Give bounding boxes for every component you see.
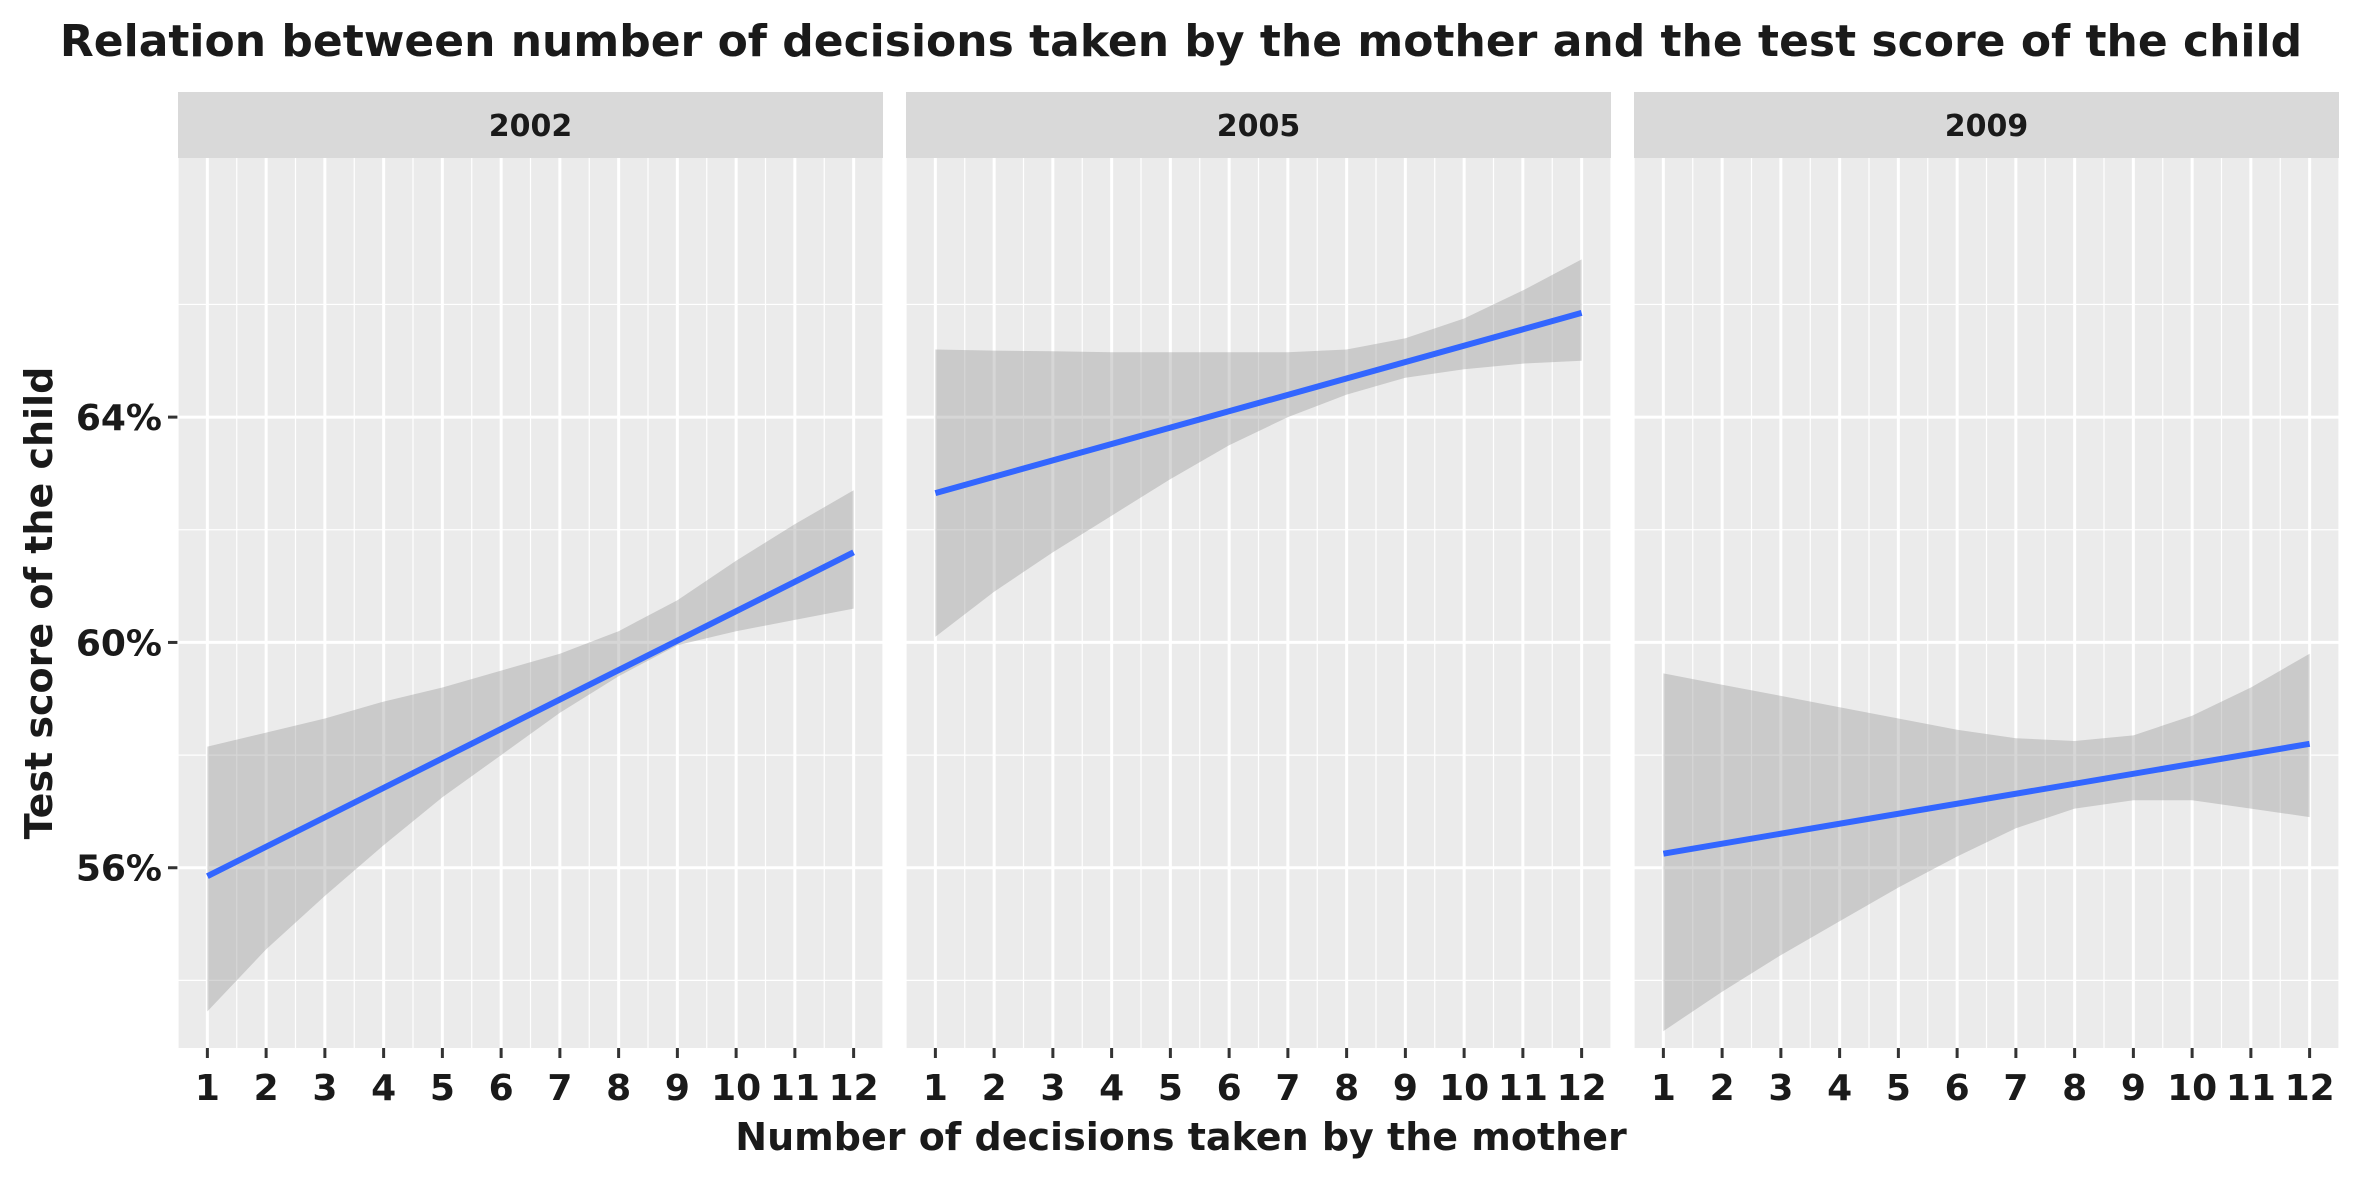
y-tick-label: 56%: [76, 849, 162, 890]
x-tick-label: 9: [665, 1068, 690, 1109]
x-tick-label: 7: [2003, 1068, 2028, 1109]
facet-strip-label: 2009: [1945, 109, 2029, 144]
y-axis-title: Test score of the child: [17, 367, 61, 840]
regression-line: [1662, 740, 2311, 857]
chart-title: Relation between number of decisions tak…: [60, 16, 2302, 67]
x-tick-label: 2: [982, 1068, 1007, 1109]
x-tick-label: 1: [195, 1068, 220, 1109]
x-tick-label: 1: [923, 1068, 948, 1109]
facet-strip-label: 2005: [1217, 109, 1301, 144]
x-tick-label: 7: [547, 1068, 572, 1109]
x-tick-label: 8: [606, 1068, 631, 1109]
x-tick-label: 10: [1439, 1068, 1489, 1109]
x-tick-label: 2: [254, 1068, 279, 1109]
x-tick-label: 4: [1827, 1068, 1852, 1109]
x-tick-label: 12: [1557, 1068, 1607, 1109]
y-tick-label: 60%: [76, 623, 162, 664]
confidence-ribbon: [935, 259, 1582, 637]
x-tick-label: 9: [2121, 1068, 2146, 1109]
x-tick-label: 3: [312, 1068, 337, 1109]
facet-strip-label: 2002: [489, 109, 573, 144]
confidence-ribbon: [1663, 653, 2310, 1032]
x-tick-label: 11: [2226, 1068, 2276, 1109]
x-tick-label: 6: [1217, 1068, 1242, 1109]
x-tick-label: 9: [1393, 1068, 1418, 1109]
x-tick-label: 11: [1498, 1068, 1548, 1109]
x-tick-label: 8: [2062, 1068, 2087, 1109]
x-tick-label: 3: [1040, 1068, 1065, 1109]
x-tick-label: 2: [1710, 1068, 1735, 1109]
regression-line: [934, 310, 1583, 497]
x-tick-label: 11: [770, 1068, 820, 1109]
x-tick-label: 5: [1886, 1068, 1911, 1109]
regression-line: [206, 549, 855, 879]
facet-strip: [1634, 92, 2339, 158]
x-tick-label: 1: [1651, 1068, 1676, 1109]
x-tick-label: 12: [2285, 1068, 2335, 1109]
x-tick-label: 5: [1158, 1068, 1183, 1109]
x-tick-label: 12: [829, 1068, 879, 1109]
facet-strip: [178, 92, 883, 158]
y-tick-label: 64%: [76, 398, 162, 439]
x-tick-label: 10: [711, 1068, 761, 1109]
x-tick-label: 4: [1099, 1068, 1124, 1109]
x-tick-label: 4: [371, 1068, 396, 1109]
confidence-ribbon: [207, 490, 854, 1012]
x-axis-title: Number of decisions taken by the mother: [735, 1115, 1627, 1159]
facet-strip: [906, 92, 1611, 158]
x-tick-label: 5: [430, 1068, 455, 1109]
x-tick-label: 3: [1768, 1068, 1793, 1109]
x-tick-label: 7: [1275, 1068, 1300, 1109]
x-tick-label: 6: [1945, 1068, 1970, 1109]
x-tick-label: 6: [489, 1068, 514, 1109]
x-tick-label: 10: [2167, 1068, 2217, 1109]
x-tick-label: 8: [1334, 1068, 1359, 1109]
